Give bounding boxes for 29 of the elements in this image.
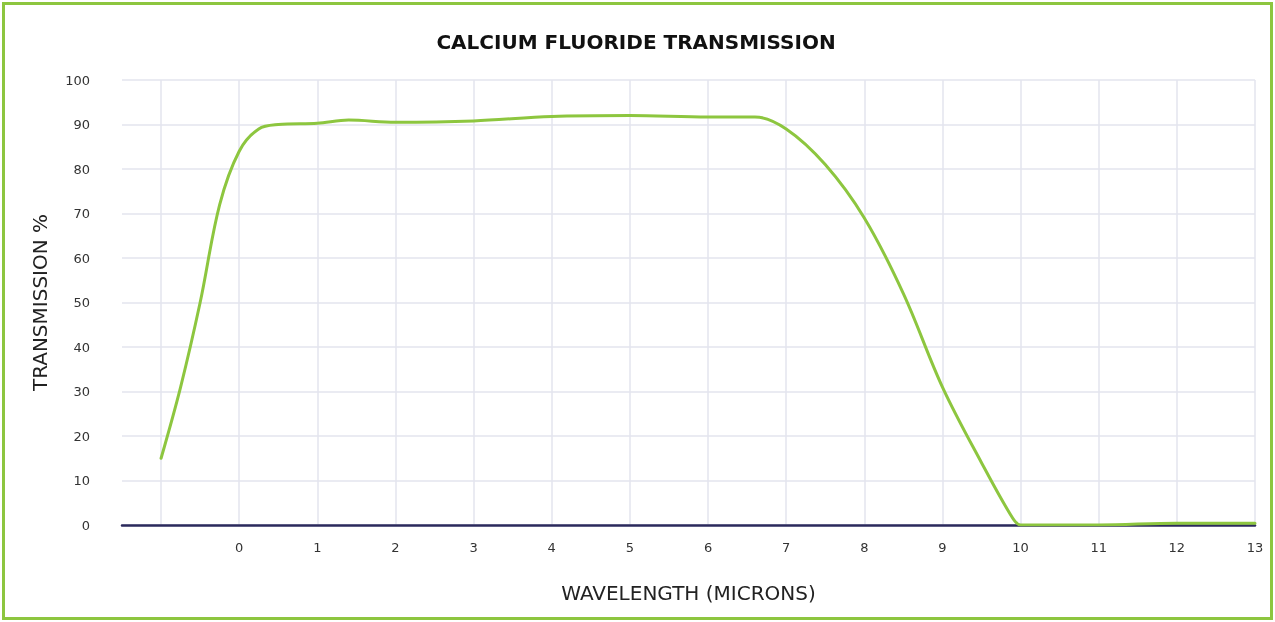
x-tick-label: 13 <box>1246 540 1264 555</box>
y-tick-label: 10 <box>73 473 90 488</box>
y-tick-label: 70 <box>73 206 90 221</box>
y-tick-label: 0 <box>81 517 90 533</box>
x-tick-label: 1 <box>313 540 322 555</box>
x-tick-label: 9 <box>938 540 947 555</box>
y-tick-label: 60 <box>73 250 90 266</box>
y-tick-label: 20 <box>73 428 90 444</box>
y-tick-label: 30 <box>73 384 90 399</box>
y-tick-label: 100 <box>65 72 90 88</box>
y-tick-label: 50 <box>73 295 90 310</box>
chart-title: CALCIUM FLUORIDE TRANSMISSION <box>436 30 836 54</box>
x-tick-label: 2 <box>391 540 400 555</box>
y-axis-title: TRANSMISSION % <box>28 213 52 393</box>
x-tick-label: 11 <box>1090 540 1107 555</box>
x-tick-label: 0 <box>235 540 244 555</box>
x-tick-label: 3 <box>469 540 478 555</box>
x-tick-label: 8 <box>860 540 869 555</box>
x-tick-label: 5 <box>625 540 635 555</box>
x-tick-label: 10 <box>1012 540 1029 555</box>
y-tick-label: 80 <box>73 161 90 177</box>
x-tick-label: 12 <box>1168 540 1186 555</box>
line-series <box>159 114 1257 527</box>
y-tick-label: 90 <box>73 117 90 132</box>
y-tick-label: 40 <box>73 339 90 355</box>
x-tick-label: 4 <box>547 540 556 555</box>
x-tick-label: 7 <box>782 540 791 555</box>
x-tick-label: 6 <box>703 540 713 555</box>
x-axis-title: WAVELENGTH (MICRONS) <box>561 581 816 605</box>
